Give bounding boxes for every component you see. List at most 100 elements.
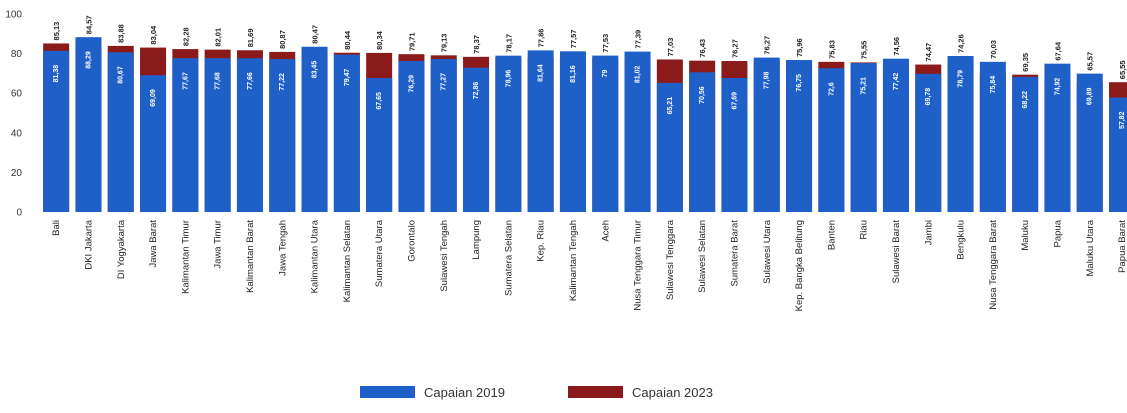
- value-label-2023: 82,28: [181, 27, 190, 46]
- legend-label: Capaian 2023: [632, 385, 713, 400]
- value-label-2019: 76,75: [796, 74, 803, 92]
- category-label: Sumatera Utara: [374, 219, 385, 287]
- value-label-2019: 77,22: [279, 73, 286, 91]
- category-label: Sumatera Selatan: [503, 220, 514, 296]
- category-label: Jambi: [923, 220, 934, 245]
- bar-2019: [430, 59, 457, 212]
- bar-2019: [301, 46, 328, 213]
- bar-2019: [753, 57, 780, 212]
- value-label-2023: 77,57: [569, 30, 578, 49]
- category-labels: Bali DKI Jakarta DI Yogyakarta Jawa Barat Ka…: [51, 219, 1127, 311]
- category-label: Kalimantan Tengah: [568, 220, 579, 301]
- bar-2019: [1012, 76, 1039, 212]
- category-label: Jawa Timur: [213, 220, 224, 269]
- category-label: Banten: [826, 220, 837, 250]
- value-label-2019: 69,09: [150, 89, 157, 107]
- value-label-2023: 78,37: [472, 35, 481, 54]
- value-label-2023: 65,55: [1118, 60, 1127, 79]
- category-label: Nusa Tenggara Barat: [988, 220, 999, 310]
- bar-2019: [592, 55, 619, 212]
- bar-2019: [818, 68, 845, 212]
- value-label-2023: 83,04: [149, 25, 158, 45]
- value-label-2019: 78,96: [505, 70, 512, 88]
- bar-2019: [915, 73, 942, 212]
- value-label-2023: 77,86: [537, 29, 546, 48]
- value-label-2019: 74,92: [1054, 78, 1061, 96]
- bar-2019: [882, 58, 909, 212]
- category-label: DI Yogyakarta: [116, 219, 127, 279]
- value-label-2023: 74,26: [957, 34, 966, 53]
- value-label-2023: 80,44: [343, 30, 352, 50]
- value-label-2019: 88,29: [85, 51, 92, 69]
- value-label-2023: 81,69: [246, 28, 255, 47]
- y-tick-label: 20: [11, 168, 23, 179]
- value-label-2019: 83,45: [312, 61, 319, 79]
- bar-2019: [656, 82, 683, 212]
- value-label-2023: 85,13: [52, 22, 61, 41]
- value-label-2023: 76,27: [730, 39, 739, 58]
- category-label: Maluku Utara: [1085, 219, 1096, 276]
- value-label-2023: 77,39: [634, 30, 643, 49]
- value-label-2019: 79,47: [344, 69, 351, 87]
- value-label-2023: 70,03: [989, 40, 998, 59]
- value-label-2019: 81,64: [538, 64, 545, 82]
- legend-swatch: [360, 386, 415, 398]
- bar-2019: [495, 55, 522, 213]
- bar-2019: [527, 50, 554, 212]
- category-label: Lampung: [471, 220, 482, 260]
- value-label-2019: 77,66: [247, 72, 254, 90]
- bar-2019: [947, 55, 974, 212]
- legend-swatch: [568, 386, 623, 398]
- bar-2019: [624, 51, 651, 212]
- value-label-2023: 76,27: [763, 36, 772, 55]
- bar-2019: [721, 77, 748, 212]
- bar-2019: [204, 58, 231, 212]
- bar-2019: [1076, 73, 1103, 212]
- value-label-2023: 74,47: [924, 43, 933, 62]
- bar-2019: [979, 61, 1006, 213]
- bar-2019: [463, 67, 490, 212]
- category-label: Nusa Tenggara Timur: [633, 220, 644, 311]
- value-label-2019: 57,82: [1119, 111, 1126, 129]
- category-label: Riau: [859, 220, 870, 240]
- bar-2019: [398, 60, 425, 212]
- value-label-2023: 75,83: [827, 40, 836, 59]
- value-label-2019: 67,65: [376, 92, 383, 110]
- value-label-2023: 79,13: [440, 34, 449, 53]
- category-label: Kep. Riau: [536, 220, 547, 262]
- value-label-2019: 81,02: [635, 65, 642, 83]
- category-label: Sulawesi Tengah: [439, 220, 450, 292]
- bar-2019: [689, 72, 716, 212]
- value-label-2023: 69,35: [1021, 53, 1030, 72]
- y-tick-label: 80: [11, 49, 23, 60]
- value-label-2023: 80,47: [311, 25, 320, 44]
- value-label-2019: 77,68: [215, 72, 222, 90]
- legend-label: Capaian 2019: [424, 385, 505, 400]
- value-label-2019: 68,22: [1022, 91, 1029, 109]
- value-label-2019: 69,89: [1087, 88, 1094, 106]
- y-axis: 0 20 40 60 80 100: [5, 10, 22, 219]
- value-label-2019: 77,27: [441, 73, 448, 91]
- value-label-2019: 78,79: [958, 70, 965, 88]
- value-label-2023: 67,64: [1053, 41, 1062, 61]
- value-label-2019: 70,56: [699, 86, 706, 104]
- category-label: Papua: [1052, 219, 1063, 247]
- bar-2019: [269, 59, 296, 212]
- y-tick-label: 40: [11, 128, 23, 139]
- y-tick-label: 60: [11, 89, 23, 100]
- bar-2019: [1109, 97, 1127, 212]
- value-label-2019: 77,42: [893, 73, 900, 91]
- category-label: Kep. Bangka Belitung: [794, 220, 805, 311]
- legend: Capaian 2019 Capaian 2023: [360, 385, 713, 400]
- category-label: Sulawesi Utara: [762, 219, 773, 284]
- value-label-2019: 77,67: [182, 72, 189, 90]
- bars: 81,38 85,13 88,29 84,57 80,67 83,88 69,09 83,04…: [43, 15, 1127, 213]
- bar-2019: [333, 54, 360, 212]
- bar-2019: [140, 75, 167, 212]
- bar-2019: [1044, 63, 1071, 212]
- bar-2019: [107, 52, 134, 212]
- value-label-2023: 75,96: [795, 38, 804, 57]
- y-tick-label: 100: [5, 10, 22, 21]
- bar-2019: [43, 50, 70, 212]
- category-label: Sulawesi Selatan: [697, 220, 708, 293]
